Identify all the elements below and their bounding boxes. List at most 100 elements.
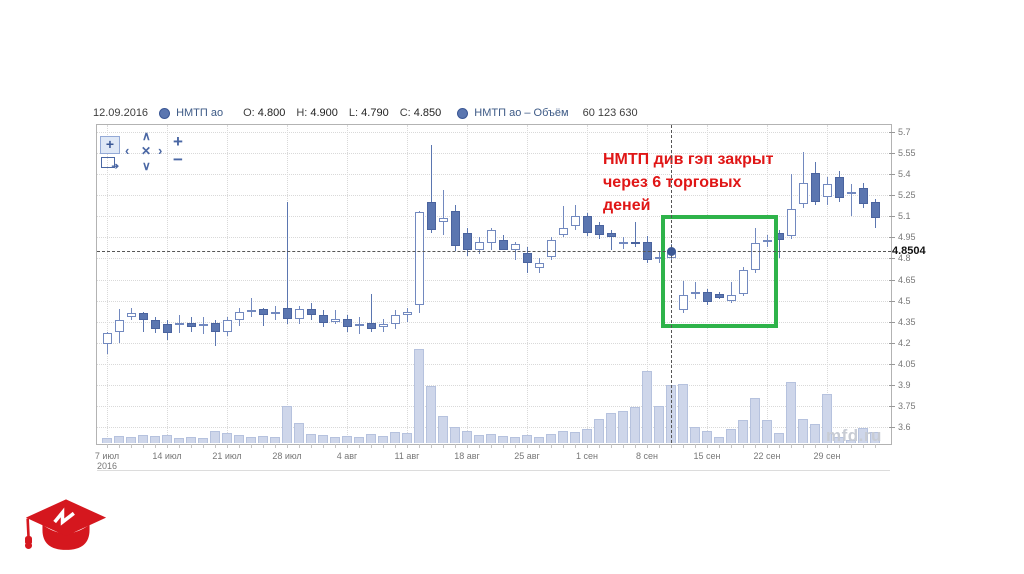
volume-bar[interactable] [234, 435, 244, 443]
volume-bar[interactable] [282, 406, 292, 443]
volume-bar[interactable] [498, 436, 508, 443]
volume-bar[interactable] [834, 437, 844, 443]
volume-bar[interactable] [318, 435, 328, 443]
candle[interactable] [847, 192, 856, 194]
volume-bar[interactable] [306, 434, 316, 443]
candle[interactable] [703, 292, 712, 302]
volume-bar[interactable] [474, 435, 484, 443]
volume-bar[interactable] [570, 432, 580, 443]
candle[interactable] [559, 228, 568, 235]
volume-bar[interactable] [126, 437, 136, 443]
volume-bar[interactable] [402, 433, 412, 443]
volume-bar[interactable] [810, 424, 820, 443]
volume-bar[interactable] [846, 440, 856, 443]
crosshair-tool-button[interactable]: + [100, 136, 120, 154]
volume-bar[interactable] [774, 433, 784, 443]
candle[interactable] [199, 324, 208, 326]
volume-bar[interactable] [342, 436, 352, 443]
volume-bar[interactable] [762, 420, 772, 443]
candle[interactable] [511, 244, 520, 250]
volume-bar[interactable] [438, 416, 448, 443]
candle[interactable] [439, 218, 448, 222]
pan-down-button[interactable]: ∨ [142, 159, 151, 173]
candle[interactable] [175, 323, 184, 325]
volume-bar[interactable] [330, 437, 340, 443]
candle[interactable] [331, 319, 340, 322]
candle[interactable] [211, 323, 220, 332]
candle[interactable] [571, 216, 580, 226]
volume-bar[interactable] [750, 398, 760, 443]
candle[interactable] [583, 216, 592, 233]
candle[interactable] [463, 233, 472, 250]
volume-bar[interactable] [606, 413, 616, 443]
candle[interactable] [859, 188, 868, 204]
volume-bar[interactable] [354, 437, 364, 443]
volume-bar[interactable] [738, 420, 748, 443]
pan-up-button[interactable]: ∧ [142, 129, 151, 143]
volume-bar[interactable] [822, 394, 832, 443]
volume-bar[interactable] [162, 435, 172, 443]
candle[interactable] [247, 310, 256, 312]
candle[interactable] [679, 295, 688, 310]
candle[interactable] [595, 225, 604, 235]
volume-bar[interactable] [450, 427, 460, 443]
candle[interactable] [607, 233, 616, 237]
volume-bar[interactable] [150, 436, 160, 443]
zoom-in-button[interactable]: + [173, 132, 183, 151]
volume-bar[interactable] [858, 428, 868, 443]
candle[interactable] [307, 309, 316, 315]
volume-bar[interactable] [870, 432, 880, 443]
volume-bar[interactable] [174, 438, 184, 443]
candle[interactable] [535, 263, 544, 268]
volume-bar[interactable] [186, 437, 196, 443]
candle[interactable] [523, 253, 532, 263]
volume-bar[interactable] [246, 437, 256, 443]
candle[interactable] [235, 312, 244, 320]
candle[interactable] [187, 323, 196, 327]
candle[interactable] [811, 173, 820, 202]
snapshot-tool-button[interactable]: ➔ [101, 157, 119, 171]
volume-bar[interactable] [510, 437, 520, 443]
candle[interactable] [487, 230, 496, 243]
candle[interactable] [763, 240, 772, 242]
candle[interactable] [715, 294, 724, 298]
candle[interactable] [631, 242, 640, 244]
candle[interactable] [451, 211, 460, 246]
pan-left-button[interactable]: ‹ [125, 143, 130, 158]
volume-bar[interactable] [726, 429, 736, 443]
candle[interactable] [499, 240, 508, 250]
candle[interactable] [835, 177, 844, 198]
candle[interactable] [343, 319, 352, 327]
candle[interactable] [751, 243, 760, 270]
volume-bar[interactable] [522, 435, 532, 443]
volume-bar[interactable] [798, 419, 808, 443]
volume-bar[interactable] [270, 437, 280, 443]
candle[interactable] [103, 333, 112, 344]
candle[interactable] [727, 295, 736, 301]
candle[interactable] [379, 324, 388, 327]
candle[interactable] [739, 270, 748, 294]
candle[interactable] [139, 313, 148, 320]
zoom-out-button[interactable]: − [173, 150, 183, 169]
candle[interactable] [283, 308, 292, 319]
volume-bar[interactable] [534, 437, 544, 443]
volume-bar[interactable] [558, 431, 568, 443]
volume-bar[interactable] [546, 434, 556, 443]
candle[interactable] [151, 320, 160, 329]
candle[interactable] [427, 202, 436, 230]
volume-bar[interactable] [198, 438, 208, 443]
volume-bar[interactable] [390, 432, 400, 443]
volume-bar[interactable] [414, 349, 424, 443]
volume-bar[interactable] [294, 423, 304, 443]
volume-bar[interactable] [366, 434, 376, 443]
volume-bar[interactable] [618, 411, 628, 443]
volume-bar[interactable] [258, 436, 268, 443]
candle[interactable] [871, 202, 880, 218]
candle[interactable] [271, 312, 280, 314]
volume-bar[interactable] [786, 382, 796, 443]
volume-bar[interactable] [462, 431, 472, 443]
volume-bar[interactable] [714, 437, 724, 443]
volume-bar[interactable] [654, 406, 664, 443]
pan-right-button[interactable]: › [158, 143, 163, 158]
